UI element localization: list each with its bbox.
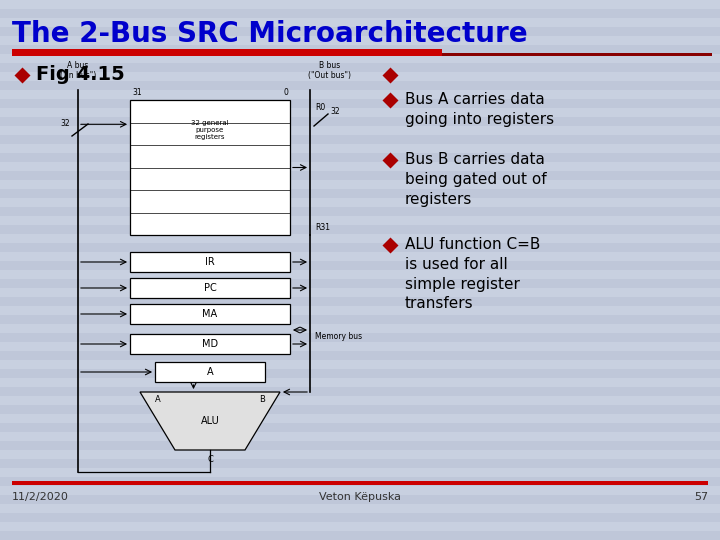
Text: C: C (207, 456, 213, 464)
Bar (0, 27, 720, 36)
Bar (0, 405, 720, 414)
Text: MD: MD (202, 339, 218, 349)
Bar (0, 189, 720, 198)
Bar (0, 423, 720, 432)
Bar (0, 369, 720, 378)
Polygon shape (140, 392, 280, 450)
Bar (0, 225, 720, 234)
Text: B bus
("Out bus"): B bus ("Out bus") (308, 60, 351, 80)
Text: 0: 0 (283, 88, 288, 97)
Bar (130, 278, 290, 298)
Bar (0, 45, 720, 54)
Bar (12, 481, 708, 485)
Bar (0, 279, 720, 288)
Text: R31: R31 (315, 222, 330, 232)
Bar (0, 207, 720, 216)
Bar (0, 351, 720, 360)
Bar (130, 334, 290, 354)
Bar (0, 477, 720, 486)
Text: Bus A carries data
going into registers: Bus A carries data going into registers (405, 92, 554, 127)
Text: Memory bus: Memory bus (315, 332, 362, 341)
Text: 57: 57 (694, 492, 708, 502)
Bar (12, 49, 442, 56)
Bar (0, 261, 720, 270)
Bar (0, 135, 720, 144)
Text: Fig 4.15: Fig 4.15 (36, 64, 125, 84)
Text: ALU function C=B
is used for all
simple register
transfers: ALU function C=B is used for all simple … (405, 237, 541, 312)
Bar (442, 53, 712, 56)
Bar (130, 252, 290, 272)
Bar (0, 81, 720, 90)
Text: ALU: ALU (201, 416, 220, 426)
Bar (0, 117, 720, 126)
Text: IR: IR (205, 257, 215, 267)
Bar (0, 495, 720, 504)
Text: 32 general
purpose
registers: 32 general purpose registers (192, 120, 229, 140)
Text: 32: 32 (60, 119, 70, 128)
Text: Bus B carries data
being gated out of
registers: Bus B carries data being gated out of re… (405, 152, 546, 207)
Bar (0, 171, 720, 180)
Bar (130, 304, 290, 324)
Text: MA: MA (202, 309, 217, 319)
Text: A bus
("In bus"): A bus ("In bus") (60, 60, 96, 80)
Bar (0, 153, 720, 162)
Bar (0, 441, 720, 450)
Bar (0, 513, 720, 522)
Text: The 2-Bus SRC Microarchitecture: The 2-Bus SRC Microarchitecture (12, 20, 528, 48)
Text: PC: PC (204, 283, 217, 293)
Bar (0, 387, 720, 396)
Bar (0, 315, 720, 324)
Text: 11/2/2020: 11/2/2020 (12, 492, 69, 502)
Bar (155, 362, 265, 382)
Bar (0, 63, 720, 72)
Bar (0, 297, 720, 306)
Bar (0, 531, 720, 540)
Text: A: A (207, 367, 213, 377)
Bar (130, 100, 290, 235)
Text: Veton Këpuska: Veton Këpuska (319, 492, 401, 502)
Bar (0, 9, 720, 18)
Text: A: A (155, 395, 161, 404)
Text: 32: 32 (330, 107, 340, 116)
Bar (0, 333, 720, 342)
Bar (0, 99, 720, 108)
Text: 31: 31 (132, 88, 142, 97)
Text: B: B (259, 395, 265, 404)
Text: R0: R0 (315, 104, 325, 112)
Bar (0, 243, 720, 252)
Bar (0, 459, 720, 468)
